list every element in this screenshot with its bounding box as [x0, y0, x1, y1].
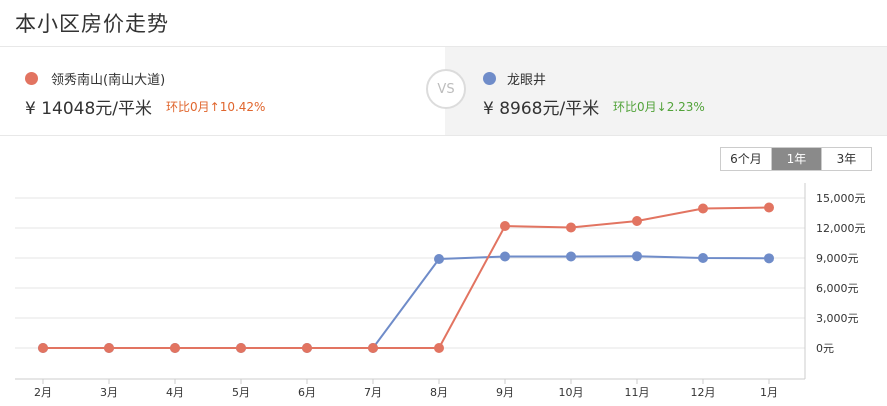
- price-change: 环比0月↑10.42%: [166, 100, 266, 114]
- x-tick-label: 10月: [559, 386, 584, 399]
- data-point: [170, 343, 180, 353]
- data-point: [500, 251, 510, 262]
- x-tick-label: 4月: [166, 386, 184, 399]
- community-price: ¥ 14048元/平米: [25, 99, 153, 119]
- community-left: 领秀南山(南山大道) ¥ 14048元/平米 环比0月↑10.42%: [0, 47, 445, 135]
- tab-3-years[interactable]: 3年: [821, 148, 871, 170]
- community-name: 龙眼井: [507, 73, 547, 88]
- time-range-tabs: 6个月 1年 3年: [720, 147, 872, 171]
- y-tick-label: 12,000元: [816, 222, 866, 235]
- x-tick-label: 5月: [232, 386, 250, 399]
- x-tick-label: 3月: [100, 386, 118, 399]
- data-point: [566, 251, 576, 262]
- series-line-0: [43, 255, 770, 349]
- y-tick-label: 15,000元: [816, 192, 866, 205]
- x-tick-label: 7月: [364, 386, 382, 399]
- data-point: [698, 203, 708, 214]
- y-tick-label: 3,000元: [816, 312, 859, 325]
- community-price: ¥ 8968元/平米: [483, 99, 600, 119]
- price-change: 环比0月↓2.23%: [613, 100, 705, 114]
- y-tick-label: 9,000元: [816, 252, 859, 265]
- x-tick-label: 9月: [496, 386, 514, 399]
- data-point: [434, 254, 444, 264]
- data-point: [632, 251, 642, 262]
- page-title: 本小区房价走势: [15, 12, 169, 36]
- x-tick-label: 2月: [34, 386, 52, 399]
- data-point: [434, 343, 444, 353]
- data-point: [38, 343, 48, 353]
- data-point: [698, 253, 708, 263]
- data-point: [764, 253, 774, 264]
- data-point: [632, 216, 642, 226]
- tab-1-year[interactable]: 1年: [771, 148, 821, 170]
- y-tick-label: 0元: [816, 342, 834, 355]
- community-name: 领秀南山(南山大道): [51, 73, 166, 88]
- y-tick-label: 6,000元: [816, 282, 859, 295]
- vs-badge: VS: [426, 69, 466, 109]
- data-point: [236, 343, 246, 353]
- data-point: [104, 343, 114, 353]
- x-tick-label: 6月: [298, 386, 316, 399]
- title-bar: 本小区房价走势: [0, 0, 887, 46]
- comparison-panel: 领秀南山(南山大道) ¥ 14048元/平米 环比0月↑10.42% 龙眼井 ¥…: [0, 46, 887, 136]
- x-tick-label: 1月: [760, 386, 778, 399]
- community-right: 龙眼井 ¥ 8968元/平米 环比0月↓2.23%: [445, 47, 887, 135]
- series-legend-dot-icon: [25, 72, 38, 85]
- data-point: [500, 221, 510, 231]
- x-tick-label: 8月: [430, 386, 448, 399]
- x-tick-label: 12月: [691, 386, 716, 399]
- series-line-1: [43, 206, 770, 349]
- data-point: [302, 343, 312, 353]
- data-point: [368, 343, 378, 353]
- series-legend-dot-icon: [483, 72, 496, 85]
- data-point: [566, 222, 576, 233]
- x-tick-label: 11月: [625, 386, 650, 399]
- data-point: [764, 202, 774, 213]
- price-trend-chart: 0元 3,000元 6,000元 9,000元 12,000元 15,000元 2月 3月 4月…: [15, 183, 866, 399]
- tab-6-months[interactable]: 6个月: [721, 148, 771, 170]
